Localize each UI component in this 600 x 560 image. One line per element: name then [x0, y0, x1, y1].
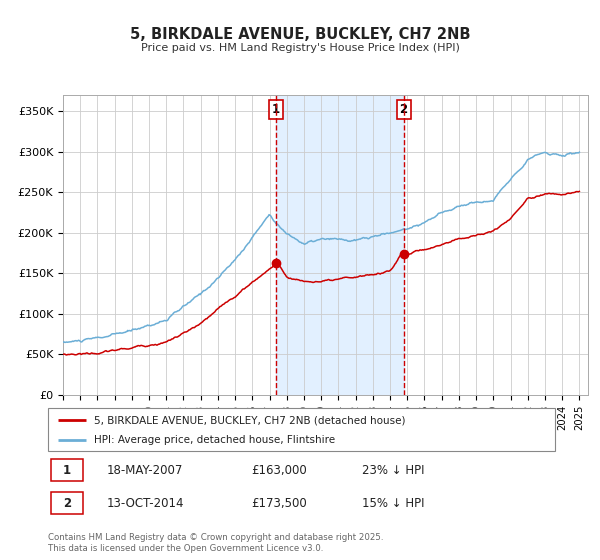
Text: 1: 1	[63, 464, 71, 477]
Text: 15% ↓ HPI: 15% ↓ HPI	[362, 497, 425, 510]
Text: 1: 1	[272, 102, 280, 116]
Text: Contains HM Land Registry data © Crown copyright and database right 2025.
This d: Contains HM Land Registry data © Crown c…	[48, 533, 383, 553]
Text: 5, BIRKDALE AVENUE, BUCKLEY, CH7 2NB (detached house): 5, BIRKDALE AVENUE, BUCKLEY, CH7 2NB (de…	[94, 415, 405, 425]
Text: 2: 2	[400, 102, 408, 116]
Text: £173,500: £173,500	[251, 497, 307, 510]
Text: 13-OCT-2014: 13-OCT-2014	[106, 497, 184, 510]
Text: 23% ↓ HPI: 23% ↓ HPI	[362, 464, 425, 477]
Text: £163,000: £163,000	[251, 464, 307, 477]
Bar	[276, 95, 404, 395]
Text: 2: 2	[63, 497, 71, 510]
Text: Price paid vs. HM Land Registry's House Price Index (HPI): Price paid vs. HM Land Registry's House …	[140, 43, 460, 53]
FancyBboxPatch shape	[50, 459, 83, 481]
FancyBboxPatch shape	[50, 492, 83, 515]
Text: 18-MAY-2007: 18-MAY-2007	[106, 464, 182, 477]
Text: 5, BIRKDALE AVENUE, BUCKLEY, CH7 2NB: 5, BIRKDALE AVENUE, BUCKLEY, CH7 2NB	[130, 27, 470, 42]
Text: HPI: Average price, detached house, Flintshire: HPI: Average price, detached house, Flin…	[94, 435, 335, 445]
FancyBboxPatch shape	[48, 408, 555, 451]
